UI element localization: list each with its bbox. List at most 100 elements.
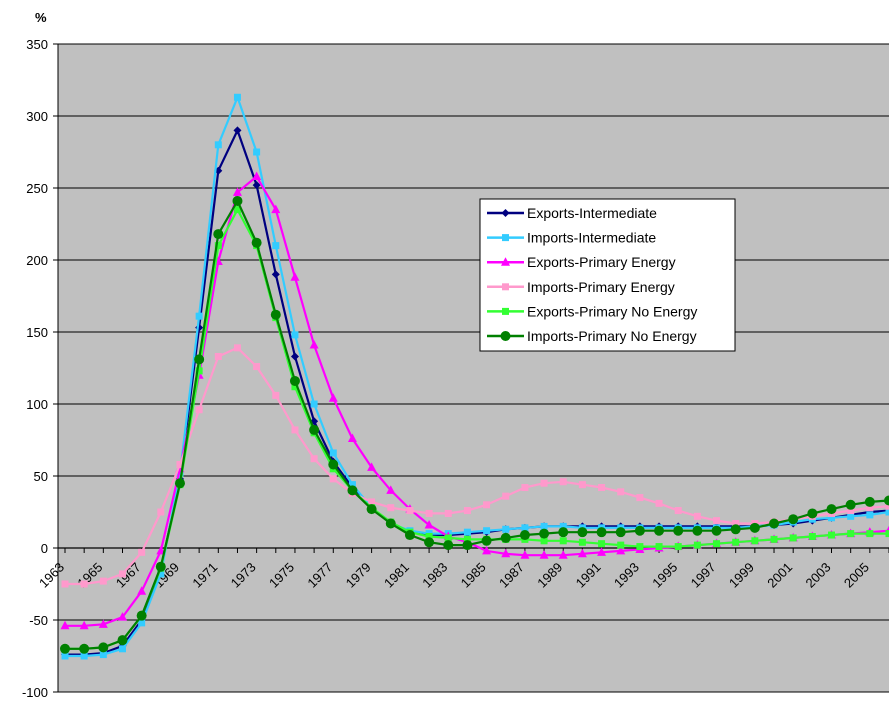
data-point (213, 229, 224, 240)
data-point (366, 504, 377, 515)
data-point (424, 537, 435, 548)
y-axis-unit-label: % (35, 10, 47, 25)
data-point (845, 499, 856, 510)
data-point (291, 383, 299, 391)
data-point (828, 514, 836, 522)
y-tick-label: 200 (26, 253, 48, 268)
data-point (233, 206, 241, 214)
data-point (60, 643, 70, 654)
data-point (271, 204, 281, 214)
legend-box (479, 198, 736, 352)
data-point (769, 518, 780, 529)
legend-item-imports-primary-no-energy: Imports-Primary No Energy (487, 328, 697, 344)
data-point (176, 460, 184, 468)
data-point (864, 496, 875, 507)
data-point (329, 449, 337, 457)
data-point (80, 580, 88, 588)
data-point (444, 534, 452, 542)
data-point (501, 548, 511, 558)
legend-label: Imports-Primary Energy (527, 279, 675, 295)
data-point (290, 272, 300, 281)
data-point (118, 645, 126, 653)
data-point (807, 508, 818, 519)
data-point (866, 504, 874, 512)
legend-item-exports-primary-no-energy: Exports-Primary No Energy (487, 303, 697, 319)
data-point (444, 509, 452, 517)
data-point (463, 507, 471, 515)
data-point (118, 570, 126, 578)
axes (57, 44, 889, 692)
data-point (578, 538, 586, 546)
data-point (808, 532, 816, 540)
legend-label: Exports-Primary Energy (527, 254, 676, 270)
data-point (195, 312, 203, 320)
series-lines (60, 93, 889, 660)
data-point (137, 586, 147, 595)
data-point (117, 612, 127, 621)
data-point (885, 530, 889, 538)
y-tick-label: 50 (34, 469, 48, 484)
data-point (155, 561, 166, 572)
data-point (617, 488, 625, 496)
data-point (80, 652, 88, 660)
data-point (157, 570, 165, 578)
legend-item-exports-primary-energy: Exports-Primary Energy (487, 254, 676, 270)
data-point (424, 519, 434, 529)
data-point (138, 619, 146, 627)
data-point (309, 339, 319, 349)
data-point (310, 455, 318, 463)
data-point (732, 520, 740, 528)
data-point (289, 375, 300, 386)
data-point (98, 619, 108, 628)
data-point (328, 459, 339, 470)
data-point (214, 242, 222, 250)
data-point (232, 187, 242, 196)
data-point (117, 635, 128, 646)
data-point (463, 528, 471, 536)
data-point (598, 540, 606, 548)
data-point (386, 485, 396, 494)
data-point (348, 481, 356, 489)
data-point (309, 424, 320, 435)
data-point (462, 540, 473, 551)
legend-item-imports-intermediate: Imports-Intermediate (487, 230, 656, 246)
data-point (425, 532, 433, 540)
data-point (233, 93, 241, 101)
data-point (483, 501, 491, 509)
legend-label: Imports-Primary No Energy (527, 328, 697, 344)
data-point (310, 400, 318, 408)
data-point (385, 518, 396, 529)
data-point (232, 195, 243, 206)
data-point (61, 580, 69, 588)
data-point (291, 331, 299, 339)
data-point (539, 550, 549, 559)
data-point (788, 514, 799, 525)
legend: Exports-Intermediate Imports-Intermediate… (479, 198, 736, 352)
legend-marker (502, 234, 509, 242)
data-point (98, 642, 109, 653)
data-point (847, 512, 855, 520)
data-point (252, 171, 262, 180)
data-point (214, 141, 222, 149)
data-point (500, 532, 511, 543)
data-point (502, 492, 510, 500)
data-point (60, 620, 70, 630)
legend-item-imports-primary-energy: Imports-Primary Energy (487, 279, 675, 295)
data-point (270, 309, 281, 320)
data-point (654, 525, 665, 536)
data-point (866, 511, 874, 519)
data-point (674, 543, 682, 551)
data-point (481, 535, 492, 546)
data-point (214, 352, 222, 360)
data-point (559, 522, 567, 530)
data-point (290, 352, 299, 361)
y-tick-label: 100 (26, 397, 48, 412)
data-point (328, 393, 338, 402)
y-tick-label: 350 (26, 37, 48, 52)
data-point (99, 651, 107, 659)
data-point (636, 494, 644, 502)
legend-marker (502, 307, 509, 315)
data-point (617, 541, 625, 549)
data-point (540, 479, 548, 487)
